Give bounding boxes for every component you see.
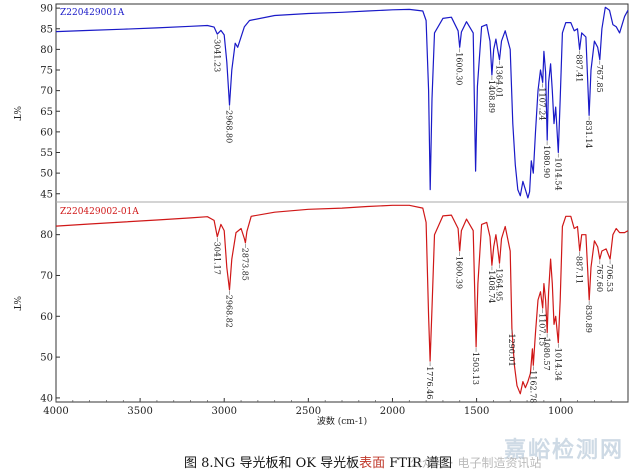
peak-label: 2873.85 (241, 248, 250, 281)
peak-label: 767.85 (595, 65, 604, 93)
x-tick-label: 3500 (127, 406, 152, 417)
y-axis-label-top: %T (11, 106, 21, 121)
caption-highlight: 表面 (359, 456, 386, 471)
peak-label: 1408.74 (487, 270, 496, 303)
peak-label: 831.14 (584, 120, 593, 148)
x-tick-label: 1500 (464, 406, 489, 417)
axes-layer: 45 50 55 60 65 70 75 80 85 90 40 50 60 70 80 4000 3500 30… (40, 4, 629, 417)
y-tick-label: 45 (40, 189, 53, 200)
x-tick-label: 1000 (548, 406, 573, 417)
peak-label: 3041.17 (212, 242, 221, 275)
y-tick-label: 65 (40, 107, 53, 118)
y-tick-label: 85 (40, 24, 53, 35)
peak-label: 1503.13 (471, 352, 480, 385)
y-tick-label: 90 (40, 4, 53, 15)
peak-label: 1776.46 (425, 366, 434, 399)
peak-label: 1364.01 (495, 65, 504, 98)
peak-label: 887.11 (575, 256, 584, 284)
panel-title-top: Z220429001A (60, 8, 125, 18)
panel-title-bottom: Z220429002-01A (60, 207, 139, 217)
y-tick-label: 55 (40, 148, 53, 159)
peak-label: 830.89 (584, 305, 593, 333)
y-tick-label: 70 (40, 271, 53, 282)
peak-label: 1364.95 (494, 268, 503, 301)
y-tick-label: 70 (40, 86, 53, 97)
peak-label: 1014.54 (553, 158, 562, 191)
x-axis-label: 波数 (cm-1) (317, 415, 367, 427)
peak-label: 706.53 (605, 264, 614, 292)
caption-suffix: FTIR 谱图 (385, 456, 452, 471)
peak-label: 1080.57 (542, 338, 551, 371)
x-tick-label: 2500 (296, 406, 321, 417)
peak-label: 1107.15 (538, 313, 547, 346)
y-tick-label: 60 (40, 312, 53, 323)
peak-label: 1107.24 (538, 87, 547, 120)
y-tick-label: 50 (40, 169, 53, 180)
x-tick-label: 3000 (212, 406, 237, 417)
peak-label: 1408.89 (487, 80, 496, 113)
caption-prefix: 图 8.NG 导光板和 OK 导光板 (184, 456, 360, 471)
peak-label: 767.60 (595, 264, 604, 292)
y-tick-label: 40 (40, 393, 53, 404)
spectrum-line-ng (55, 6, 629, 199)
spectrum-line-ok (55, 204, 629, 395)
peak-label: 1014.34 (553, 348, 562, 381)
ftir-chart: 45 50 55 60 65 70 75 80 85 90 40 50 60 70 80 4000 3500 30… (11, 3, 629, 427)
peak-label: 2968.80 (225, 110, 234, 143)
x-tick-label: 2000 (380, 406, 405, 417)
peak-label: 1162.78 (528, 370, 537, 403)
y-tick-label: 50 (40, 353, 53, 364)
spectra-layer (55, 6, 629, 395)
peak-label: 1600.39 (455, 256, 464, 289)
y-axis-label-bottom: %T (11, 296, 21, 311)
y-tick-label: 60 (40, 127, 53, 138)
y-tick-label: 75 (40, 66, 53, 77)
figure-caption: 图 8.NG 导光板和 OK 导光板表面 FTIR 谱图 (0, 452, 636, 471)
y-tick-label: 80 (40, 45, 53, 56)
peak-label: 1290.01 (507, 334, 516, 367)
peak-label: 887.41 (575, 54, 584, 82)
peak-label: 1080.90 (542, 145, 551, 178)
y-tick-label: 80 (40, 230, 53, 241)
peak-label: 2968.82 (225, 295, 234, 328)
peak-label: 1600.30 (455, 52, 464, 85)
peak-label: 3041.23 (212, 39, 221, 72)
x-tick-label: 4000 (43, 406, 68, 417)
